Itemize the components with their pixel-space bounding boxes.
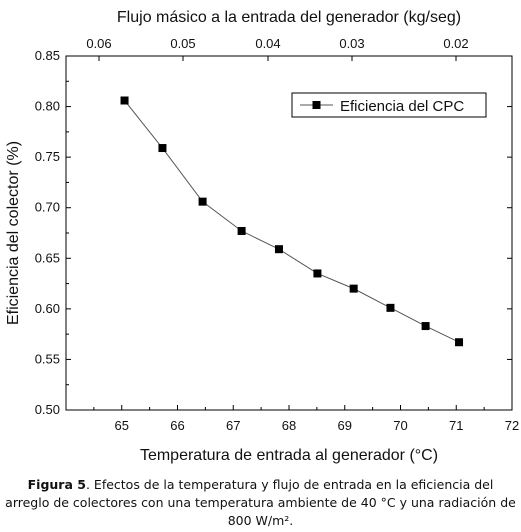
data-point	[455, 338, 464, 347]
y-tick-label: 0.70	[35, 200, 60, 215]
data-point	[421, 322, 430, 331]
x-axis-ticks: 65 66 67 68 69 70 71 72	[93, 405, 519, 433]
x-tick-label: 72	[505, 418, 519, 433]
x-tick-label: 68	[282, 418, 296, 433]
caption-text: . Efectos de la temperatura y flujo de e…	[5, 477, 516, 528]
chart: 0.500.550.600.650.700.750.800.85 65 66 67 6…	[5, 9, 519, 464]
x-tick-label: 65	[115, 418, 129, 433]
top-axis-ticks: 0.06 0.05 0.04 0.03 0.02	[86, 36, 469, 61]
y-tick-label: 0.55	[35, 351, 60, 366]
legend-marker	[312, 101, 321, 109]
y-tick-label: 0.85	[35, 48, 60, 63]
data-point	[274, 245, 283, 254]
top-tick-label: 0.05	[170, 36, 195, 51]
data-point	[386, 303, 395, 312]
top-axis-label: Flujo másico a la entrada del generador …	[117, 9, 461, 26]
top-tick-label: 0.04	[255, 36, 280, 51]
x-tick-label: 66	[170, 418, 184, 433]
y-tick-label: 0.80	[35, 99, 60, 114]
top-tick-label: 0.02	[443, 36, 468, 51]
y-axis-ticks: 0.50 0.55 0.60 0.65 0.70 0.75 0.80 0.85	[35, 48, 512, 417]
caption-label: Figura 5	[27, 477, 86, 492]
x-tick-label: 71	[449, 418, 463, 433]
x-tick-label: 67	[226, 418, 240, 433]
y-tick-label: 0.60	[35, 301, 60, 316]
y-tick-label: 0.75	[35, 149, 60, 164]
y-tick-label: 0.50	[35, 402, 60, 417]
series-group	[120, 96, 464, 347]
legend-label: Eficiencia del CPC	[340, 98, 464, 115]
figure-caption: Figura 5. Efectos de la temperatura y fl…	[4, 476, 517, 530]
data-point	[349, 284, 358, 293]
data-point	[313, 269, 322, 278]
data-point	[120, 96, 129, 105]
top-tick-label: 0.06	[86, 36, 111, 51]
series-line	[124, 100, 460, 343]
data-point	[158, 144, 167, 153]
legend: Eficiencia del CPC	[291, 92, 487, 118]
x-tick-label: 70	[393, 418, 407, 433]
y-tick-label: 0.65	[35, 250, 60, 265]
data-point	[198, 197, 207, 206]
data-point	[237, 226, 246, 235]
x-tick-label: 69	[338, 418, 352, 433]
x-axis-label: Temperatura de entrada al generador (°C)	[140, 447, 438, 464]
top-tick-label: 0.03	[339, 36, 364, 51]
y-axis-label: Eficiencia del colector (%)	[5, 141, 22, 325]
